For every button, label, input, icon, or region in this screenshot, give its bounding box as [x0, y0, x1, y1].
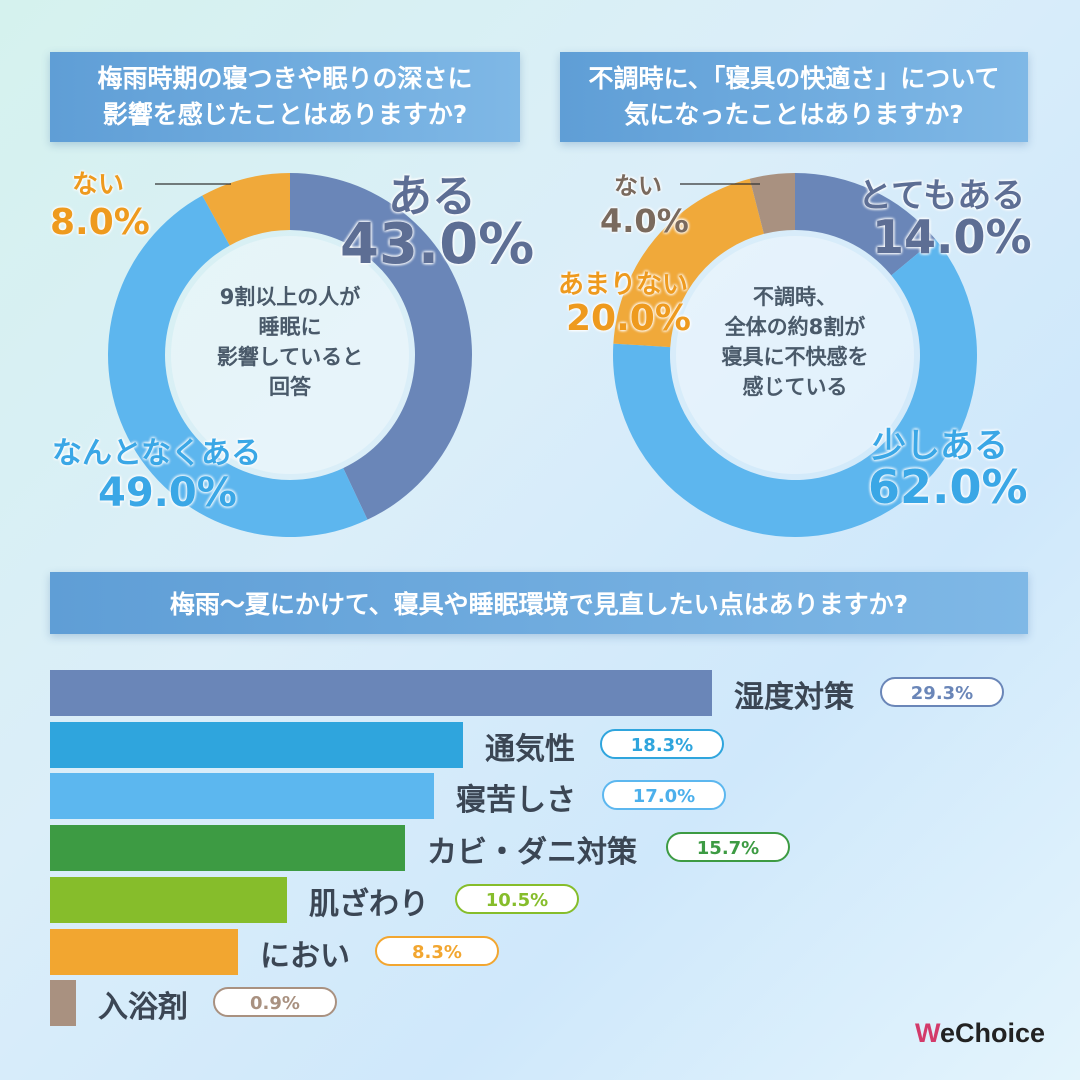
bar — [50, 825, 405, 872]
bar-value-badge: 10.5% — [455, 883, 579, 914]
bar — [50, 721, 463, 768]
donut-2-label-nai: ない — [614, 172, 662, 200]
donut-1-center-line: 9割以上の人が — [219, 285, 361, 309]
donut-2-label-amari: あまりない — [558, 270, 689, 300]
bar-category-label: 湿度対策 — [734, 680, 854, 715]
question-2-title-line2: 気になったことはありますか? — [624, 100, 964, 129]
donut-2-leader-line — [680, 183, 760, 185]
bar-value-badge: 0.9% — [213, 987, 337, 1018]
bar-value-badge: 8.3% — [375, 935, 499, 966]
donut-2-value-amari: 20.0% — [566, 298, 691, 339]
bar — [50, 876, 287, 923]
donut-1-slice-1 — [108, 195, 368, 537]
donut-2-label-totemo: とてもある — [858, 176, 1026, 216]
bar — [50, 928, 238, 975]
logo-w: W — [915, 1018, 940, 1048]
donut-chart-1 — [108, 173, 472, 537]
bar-category-label: 入浴剤 — [98, 990, 188, 1026]
donut-1-center-line: 睡眠に — [258, 315, 322, 339]
bar-category-label: カビ・ダニ対策 — [427, 835, 637, 871]
donut-2-center-note: 不調時、 全体の約8割が 寝具に不快感を 感じている — [675, 282, 915, 402]
donut-2-inner-disc — [676, 236, 914, 474]
wechoice-logo: WeChoice — [915, 1018, 1045, 1049]
bar — [50, 670, 712, 716]
bar — [50, 773, 434, 820]
bar-category-label: 寝苦しさ — [456, 783, 576, 819]
donut-2-center-line: 不調時、 — [753, 285, 837, 309]
bar-value-badge: 15.7% — [666, 832, 790, 863]
donut-1-center-line: 影響していると — [216, 345, 364, 369]
question-1-title-line1: 梅雨時期の寝つきや眠りの深さに — [97, 64, 473, 93]
donut-2-value-nai: 4.0% — [600, 202, 689, 240]
donut-1-label-nantonaku: なんとなくある — [52, 436, 262, 471]
question-1-header: 梅雨時期の寝つきや眠りの深さに 影響を感じたことはありますか? — [50, 52, 520, 142]
bar-category-label: 肌ざわり — [309, 886, 429, 922]
donut-2-center-line: 全体の約8割が — [724, 315, 866, 339]
question-2-header: 不調時に、「寝具の快適さ」について 気になったことはありますか? — [560, 52, 1028, 142]
donut-1-value-nai: 8.0% — [50, 202, 150, 243]
donut-1-label-nai: ない — [72, 170, 125, 200]
donut-chart-2 — [613, 173, 977, 537]
bar-category-label: 通気性 — [485, 731, 575, 767]
donut-1-inner-disc — [171, 236, 409, 474]
donut-1-center-note: 9割以上の人が 睡眠に 影響していると 回答 — [170, 282, 410, 402]
donut-2-center-line: 寝具に不快感を — [721, 345, 869, 369]
donut-1-leader-line — [155, 183, 231, 185]
question-1-title-line2: 影響を感じたことはありますか? — [102, 100, 468, 129]
donut-2-value-totemo: 14.0% — [872, 210, 1032, 264]
donut-1-slice-2 — [202, 173, 290, 246]
donut-2-center-line: 感じている — [742, 375, 848, 399]
question-3-header: 梅雨〜夏にかけて、寝具や睡眠環境で見直したい点はありますか? — [50, 572, 1028, 634]
donut-2-slice-0 — [795, 173, 936, 276]
donut-2-slice-2 — [613, 178, 764, 348]
donut-1-value-aru: 43.0% — [340, 212, 535, 277]
donut-2-value-sukoshi: 62.0% — [868, 460, 1028, 514]
bar-category-label: におい — [260, 938, 350, 974]
donut-2-slice-3 — [749, 173, 795, 234]
logo-text: eChoice — [940, 1018, 1046, 1048]
bar-value-badge: 17.0% — [602, 780, 726, 811]
question-3-title: 梅雨〜夏にかけて、寝具や睡眠環境で見直したい点はありますか? — [169, 590, 909, 619]
donut-1-center-line: 回答 — [269, 375, 311, 399]
question-2-title-line1: 不調時に、「寝具の快適さ」について — [588, 64, 1000, 93]
bar-value-badge: 18.3% — [600, 728, 724, 759]
donut-1-value-nantonaku: 49.0% — [98, 470, 237, 516]
donut-2-label-sukoshi: 少しある — [872, 426, 1008, 466]
donut-2-slice-1 — [613, 238, 977, 537]
bar-value-badge: 29.3% — [880, 677, 1004, 707]
bar — [50, 980, 76, 1027]
donut-1-label-aru: ある — [388, 171, 476, 222]
donut-1-slice-0 — [290, 173, 472, 520]
